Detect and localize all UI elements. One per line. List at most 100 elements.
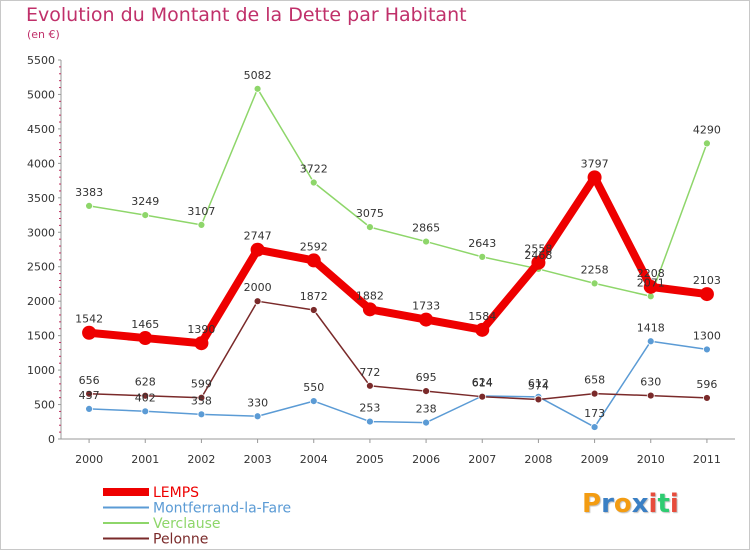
data-point — [141, 391, 150, 400]
data-point — [699, 287, 714, 302]
data-label: 402 — [135, 391, 156, 404]
data-label: 2468 — [524, 249, 552, 262]
logo-letter: i — [648, 489, 658, 519]
data-point — [362, 302, 377, 317]
data-label: 658 — [584, 374, 605, 387]
data-point — [587, 170, 602, 185]
data-point — [85, 201, 93, 210]
data-label: 2103 — [693, 274, 721, 287]
x-tick-label: 2004 — [300, 453, 328, 466]
x-tick-label: 2001 — [131, 453, 159, 466]
x-tick-label: 2009 — [581, 453, 609, 466]
data-label: 1300 — [693, 329, 721, 342]
y-tick-label: 3500 — [27, 192, 55, 205]
data-point — [197, 393, 206, 402]
data-label: 596 — [696, 378, 717, 391]
legend-label-montferrand-la-fare: Montferrand-la-Fare — [153, 501, 291, 517]
logo-letter: x — [631, 489, 649, 519]
data-label: 695 — [416, 371, 437, 384]
logo-letter: P — [582, 489, 602, 519]
data-label: 2000 — [244, 281, 272, 294]
data-point — [253, 84, 262, 93]
data-point — [590, 389, 599, 398]
logo-letter: r — [601, 489, 614, 519]
data-label: 614 — [472, 377, 493, 390]
data-label: 1542 — [75, 313, 103, 326]
data-label: 630 — [640, 376, 661, 389]
data-point — [253, 412, 262, 421]
series-line-lemps — [88, 173, 708, 348]
data-label: 1390 — [187, 323, 215, 336]
y-tick-label: 1000 — [27, 364, 55, 377]
data-point — [366, 381, 374, 390]
x-tick-label: 2000 — [75, 453, 103, 466]
data-point — [194, 336, 209, 351]
x-tick-label: 2011 — [693, 453, 721, 466]
x-tick-label: 2007 — [468, 453, 496, 466]
y-tick-label: 4500 — [27, 123, 55, 136]
data-label: 3249 — [131, 195, 159, 208]
data-point — [646, 337, 655, 346]
data-label: 437 — [79, 389, 100, 402]
data-label: 574 — [528, 379, 549, 392]
data-point — [85, 404, 93, 413]
data-point — [419, 312, 434, 327]
logo-letter: i — [669, 489, 679, 519]
data-point — [309, 397, 318, 406]
data-label: 1733 — [412, 300, 440, 313]
legend-label-lemps: LEMPS — [153, 485, 199, 501]
logo-letter: o — [613, 489, 632, 519]
data-point — [703, 139, 711, 148]
data-point — [703, 345, 711, 354]
data-label: 4290 — [693, 123, 721, 136]
data-label: 3722 — [300, 163, 328, 176]
data-label: 2643 — [468, 237, 496, 250]
series-line-verclause — [88, 88, 708, 298]
data-point — [141, 211, 150, 220]
y-tick-label: 5500 — [27, 54, 55, 67]
x-tick-label: 2008 — [524, 453, 552, 466]
data-label: 772 — [359, 366, 380, 379]
data-label: 3383 — [75, 186, 103, 199]
y-tick-label: 4000 — [27, 157, 55, 170]
data-label: 624 — [472, 376, 493, 389]
data-label: 656 — [79, 374, 100, 387]
data-point — [366, 223, 374, 232]
data-label: 1465 — [131, 318, 159, 331]
data-point — [366, 417, 374, 426]
y-tick-label: 500 — [34, 399, 55, 412]
data-label: 599 — [191, 378, 212, 391]
data-label: 2592 — [300, 240, 328, 253]
proxiti-logo: Proxiti — [582, 489, 679, 519]
data-point — [306, 253, 321, 268]
y-tick-label: 2500 — [27, 261, 55, 274]
data-label: 1584 — [468, 310, 496, 323]
data-point — [197, 220, 206, 229]
data-point — [475, 322, 490, 337]
y-tick-label: 3000 — [27, 226, 55, 239]
data-label: 358 — [191, 394, 212, 407]
y-tick-label: 0 — [48, 433, 55, 446]
data-label: 2208 — [637, 267, 665, 280]
x-tick-label: 2006 — [412, 453, 440, 466]
series-line-montferrand-la-fare — [89, 340, 708, 428]
data-point — [643, 279, 658, 294]
x-tick-label: 2003 — [244, 453, 272, 466]
data-label: 1882 — [356, 289, 384, 302]
data-label: 330 — [247, 396, 268, 409]
data-point — [478, 392, 487, 401]
data-point — [422, 387, 430, 396]
data-label: 1418 — [637, 321, 665, 334]
series-line-pelonne — [89, 300, 707, 401]
data-point — [85, 389, 93, 398]
data-label: 1872 — [300, 290, 328, 303]
chart-subtitle: (en €) — [27, 28, 60, 41]
data-point — [534, 395, 543, 404]
legend-label-pelonne: Pelonne — [153, 532, 208, 548]
data-point — [138, 331, 153, 346]
data-label: 612 — [528, 377, 549, 390]
data-label: 550 — [303, 381, 324, 394]
y-tick-label: 5000 — [27, 88, 55, 101]
